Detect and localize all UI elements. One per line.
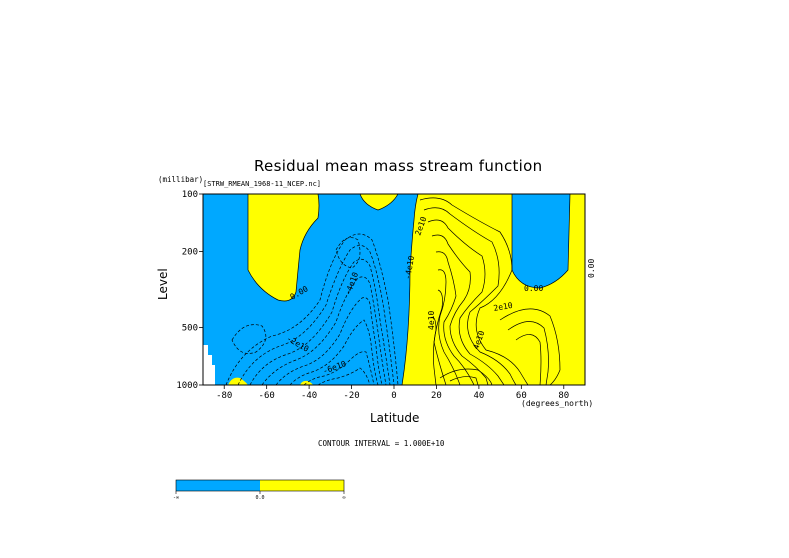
source-file-label: [STRW_RMEAN_1968-11_NCEP.nc] [203, 180, 322, 188]
contour-label: -4e10 [403, 255, 416, 280]
positive-region-upper-left [248, 194, 319, 301]
zero-contour-left [247, 194, 320, 302]
x-tick-label: 20 [431, 391, 442, 401]
chart-title: Residual mean mass stream function [254, 157, 543, 175]
positive-contours [419, 197, 561, 385]
x-tick-label: 80 [558, 391, 569, 401]
positive-region-bottom-left [228, 377, 248, 385]
contour-label: 0.00 [524, 284, 543, 293]
missing-data-corner [203, 345, 215, 385]
x-tick-label: 60 [516, 391, 527, 401]
contour-label: 0.00 [587, 259, 596, 278]
y-tick-label: 1000 [176, 381, 198, 391]
zero-contour-main-right [511, 194, 571, 289]
x-tick-label: -40 [301, 391, 317, 401]
positive-region-bottom-mid [300, 380, 313, 385]
colorbar-label-mid: 0.0 [255, 495, 264, 501]
contour-label: 4e10 [427, 311, 436, 330]
colorbar-positive-swatch [260, 480, 344, 491]
colorbar: -∞ 0.0 ∞ [173, 479, 346, 501]
y-tick-label: 200 [182, 247, 198, 257]
positive-region-main [402, 194, 585, 385]
x-axis-ticks: -80 -60 -40 -20 0 20 40 60 80 [216, 385, 569, 401]
y-axis-ticks: 100 200 500 1000 [176, 190, 203, 391]
x-axis-label: Latitude [370, 411, 420, 425]
zero-contour-top [359, 194, 399, 211]
negative-contours [225, 233, 399, 385]
x-tick-label: -80 [216, 391, 232, 401]
y-tick-label: 100 [182, 190, 198, 200]
x-tick-label: 0 [391, 391, 396, 401]
zero-contour-main-left [401, 194, 419, 385]
contour-label: 2e10 [493, 301, 514, 313]
contour-fill-layer [203, 194, 585, 385]
x-tick-label: -60 [259, 391, 275, 401]
y-tick-label: 500 [182, 324, 198, 334]
x-axis-units: (degrees_north) [521, 399, 594, 408]
x-tick-label: -20 [343, 391, 359, 401]
colorbar-label-min: -∞ [173, 495, 179, 501]
colorbar-label-max: ∞ [342, 495, 345, 501]
x-tick-label: 40 [473, 391, 484, 401]
contour-lines [225, 194, 571, 385]
colorbar-negative-swatch [176, 480, 260, 491]
positive-region-top-center [360, 194, 398, 210]
contour-interval-label: CONTOUR INTERVAL = 1.000E+10 [318, 439, 445, 448]
y-axis-units: (millibar) [158, 175, 204, 184]
